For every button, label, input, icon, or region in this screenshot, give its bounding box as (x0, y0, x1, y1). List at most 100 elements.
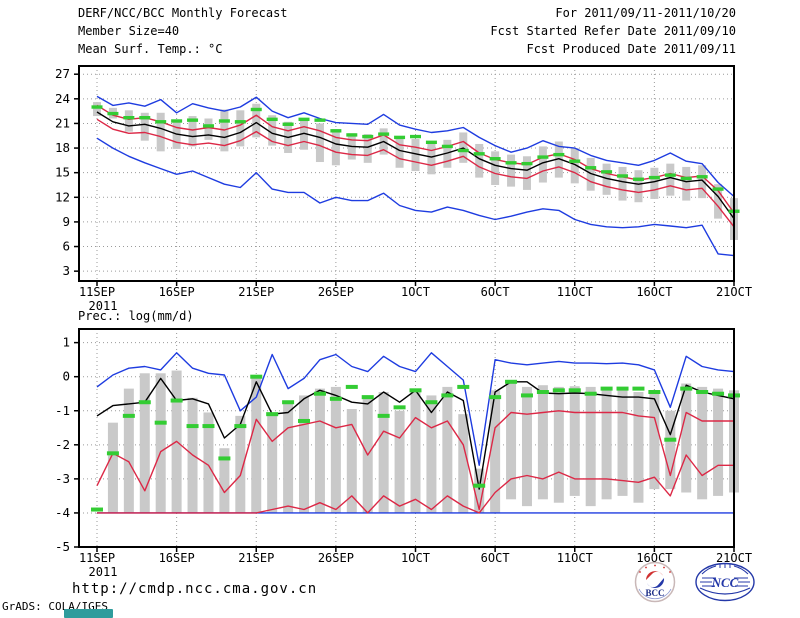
ensemble-spread-bar (507, 154, 516, 187)
temp-observation-dash (489, 157, 501, 161)
prec-observation-dash (345, 384, 358, 389)
temp-observation-dash (123, 115, 135, 120)
temp-x-tick-label: 21OCT (716, 285, 752, 299)
ncc-logo-label: NCC (711, 575, 739, 590)
temp-observation-dash (346, 133, 358, 137)
prec-observation-dash (409, 388, 422, 393)
ensemble-spread-bar (427, 143, 436, 175)
prec-observation-dash (202, 424, 215, 429)
ensemble-spread-bar (713, 388, 724, 496)
prec-x-tick-label: 21SEP (238, 551, 274, 565)
prec-observation-dash (250, 374, 263, 379)
ensemble-spread-bar (537, 385, 548, 500)
ensemble-spread-bar (394, 410, 405, 513)
prec-observation-dash (616, 386, 629, 391)
footer-logos: BCC NCC (634, 561, 755, 603)
prec-observation-dash (489, 395, 502, 400)
ensemble-spread-bar (203, 412, 214, 513)
temp-ensemble-max-line (96, 95, 735, 198)
temp-observation-dash (91, 105, 103, 109)
ensemble-spread-bar (585, 386, 596, 507)
temp-observation-dash (601, 170, 613, 174)
ensemble-spread-bar (188, 116, 197, 147)
prec-observation-dash (425, 400, 438, 405)
prec-x-tick-label: 21OCT (716, 551, 752, 565)
temp-y-tick-label: 15 (55, 165, 70, 180)
ensemble-spread-bar (586, 157, 595, 191)
prec-observation-dash (712, 391, 725, 396)
temp-y-tick-label: 24 (55, 91, 70, 106)
ensemble-spread-bar (363, 134, 372, 163)
prec-ensemble-max-line (96, 352, 735, 466)
prec-observation-dash (234, 424, 247, 429)
prec-observation-dash (186, 424, 199, 429)
temp-chart-title: Mean Surf. Temp.: °C (78, 42, 223, 56)
ensemble-spread-bar (410, 390, 421, 513)
bcc-logo: BCC (634, 561, 676, 603)
temp-observation-dash (425, 140, 437, 145)
prec-observation-dash (441, 393, 454, 398)
ensemble-spread-bar (538, 146, 547, 183)
ensemble-spread-bar (426, 395, 437, 513)
ensemble-spread-bar (650, 167, 659, 199)
ensemble-spread-bar (681, 383, 692, 493)
temp-observation-dash (107, 111, 119, 116)
temp-observation-dash (680, 176, 692, 181)
prec-observation-dash (329, 396, 342, 401)
prec-observation-dash (218, 456, 231, 461)
ncc-logo: NCC (695, 562, 755, 602)
temp-x-tick-label: 26SEP (318, 285, 354, 299)
prec-y-tick-label: -5 (55, 539, 70, 554)
ensemble-spread-bar (123, 388, 134, 513)
prec-x-tick-label: 1OCT (401, 551, 430, 565)
ensemble-spread-bar (491, 151, 500, 185)
ensemble-spread-bar (474, 468, 485, 513)
prec-observation-dash (600, 386, 613, 391)
temp-observation-dash (378, 132, 390, 136)
ensemble-spread-bar (283, 401, 294, 513)
temp-observation-dash (202, 124, 214, 128)
prec-observation-dash (664, 437, 677, 442)
ensemble-spread-bar (204, 118, 213, 140)
prec-observation-dash (138, 400, 151, 405)
temp-observation-dash (712, 187, 724, 191)
ensemble-spread-bar (521, 386, 532, 507)
temp-x-tick-label: 16SEP (159, 285, 195, 299)
bcc-blue-swirl (647, 578, 665, 588)
ensemble-spread-bar (124, 110, 133, 132)
temp-observation-dash (298, 117, 310, 122)
bcc-red-swirl (646, 571, 663, 580)
temp-x-tick-label: 6OCT (481, 285, 510, 299)
page-title: DERF/NCC/BCC Monthly Forecast (78, 6, 288, 20)
prec-observation-dash (154, 420, 167, 425)
prec-year-label: 2011 (89, 565, 118, 579)
fcst-started-label: Fcst Started Refer Date 2011/09/10 (490, 24, 736, 38)
ensemble-spread-bar (139, 373, 150, 513)
ensemble-spread-bar (300, 118, 309, 150)
prec-observation-dash (91, 507, 103, 512)
ensemble-spread-bar (107, 422, 118, 513)
temp-frame (78, 65, 735, 282)
prec-observation-dash (648, 390, 661, 395)
ensemble-spread-bar (236, 110, 245, 147)
ensemble-spread-bar (633, 392, 644, 503)
temp-x-tick-label: 21SEP (238, 285, 274, 299)
temp-observation-dash (314, 118, 326, 122)
ensemble-spread-bar (697, 386, 708, 500)
temp-y-tick-label: 9 (62, 214, 70, 229)
temp-observation-dash (648, 175, 660, 180)
prec-y-tick-label: -2 (55, 437, 70, 452)
ensemble-spread-bar (601, 388, 612, 500)
temp-observation-dash (139, 115, 151, 120)
ensemble-spread-bar (665, 410, 676, 490)
ensemble-spread-bar (634, 170, 643, 203)
prec-chart-title: Prec.: log(mm/d) (78, 309, 194, 323)
ensemble-spread-bar (682, 166, 691, 201)
ensemble-spread-bar (714, 184, 723, 219)
temp-ensemble-mean-line (96, 111, 735, 220)
prec-observation-dash (282, 400, 295, 405)
ensemble-spread-bar (155, 373, 166, 513)
